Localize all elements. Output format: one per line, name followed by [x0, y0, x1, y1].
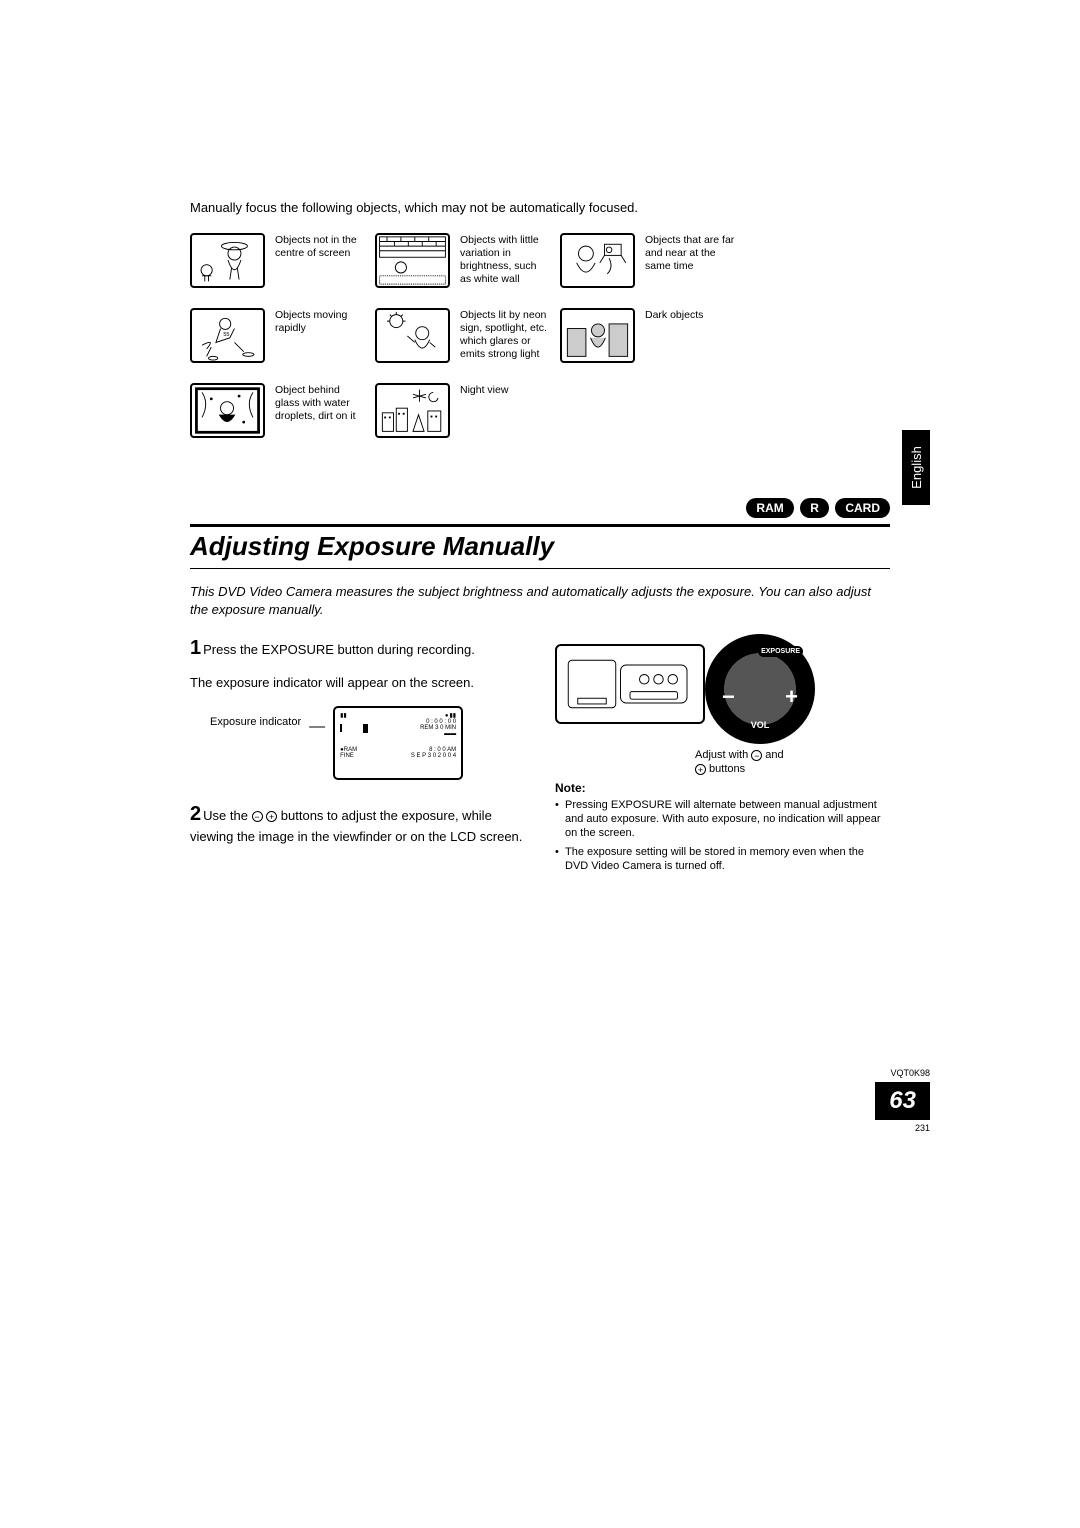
thumb-dark: [560, 308, 635, 363]
section-rule-bottom: [190, 568, 890, 569]
caption-night: Night view: [460, 383, 550, 438]
indicator-label: Exposure indicator: [210, 706, 301, 728]
page-number: 63: [875, 1082, 930, 1120]
caption-far-near: Objects that are far and near at the sam…: [645, 233, 735, 288]
exposure-button-label: EXPOSURE: [758, 646, 803, 657]
step-2: 2Use the − + buttons to adjust the expos…: [190, 800, 525, 846]
thumb-white-wall: [375, 233, 450, 288]
thumb-neon: [375, 308, 450, 363]
caption-dark: Dark objects: [645, 308, 735, 363]
section-rule-top: [190, 524, 890, 527]
caption-white-wall: Objects with little variation in brightn…: [460, 233, 550, 288]
page-footer: VQT0K98 63 231: [875, 1068, 930, 1133]
badge-card: CARD: [835, 498, 890, 518]
badge-ram: RAM: [746, 498, 793, 518]
doc-code: VQT0K98: [875, 1068, 930, 1078]
minus-button: −: [722, 684, 735, 710]
badge-r: R: [800, 498, 829, 518]
section-description: This DVD Video Camera measures the subje…: [190, 583, 890, 618]
sequence-number: 231: [875, 1123, 930, 1133]
exposure-indicator-diagram: Exposure indicator — ▮▮▮▮ 0 : 0 0 : 0 0 …: [210, 706, 525, 780]
caption-off-centre: Objects not in the centre of screen: [275, 233, 365, 288]
thumb-moving: 55: [190, 308, 265, 363]
note-heading: Note:: [555, 781, 890, 795]
thumb-night: [375, 383, 450, 438]
vol-label: VOL: [707, 720, 813, 730]
lcd-screen: ▮▮▮▮ 0 : 0 0 : 0 0 REM 3 0 MIN ▬▬ ●RAM8 …: [333, 706, 463, 780]
manual-focus-intro: Manually focus the following objects, wh…: [190, 200, 890, 215]
control-dial: EXPOSURE − + VOL: [705, 634, 815, 744]
media-badges: RAM R CARD: [190, 498, 890, 518]
step-1-sub: The exposure indicator will appear on th…: [190, 674, 525, 692]
caption-moving: Objects moving rapidly: [275, 308, 365, 363]
note-item-2: The exposure setting will be stored in m…: [555, 845, 890, 874]
svg-text:55: 55: [223, 332, 229, 338]
plus-button: +: [785, 684, 798, 710]
caption-neon: Objects lit by neon sign, spotlight, etc…: [460, 308, 550, 363]
caption-glass: Object behind glass with water droplets,…: [275, 383, 365, 438]
thumb-glass: [190, 383, 265, 438]
language-tab: English: [902, 430, 930, 505]
thumb-far-near: [560, 233, 635, 288]
note-list: Pressing EXPOSURE will alternate between…: [555, 798, 890, 873]
step-1: 1Press the EXPOSURE button during record…: [190, 634, 525, 662]
thumb-off-centre: [190, 233, 265, 288]
focus-examples-grid: Objects not in the centre of screen Obje…: [190, 233, 890, 458]
camera-body-icon: [555, 644, 705, 724]
camera-diagram: EXPOSURE − + VOL: [555, 634, 815, 744]
note-item-1: Pressing EXPOSURE will alternate between…: [555, 798, 890, 841]
section-title: Adjusting Exposure Manually: [190, 531, 890, 562]
dial-caption: Adjust with − and + buttons: [695, 748, 890, 777]
